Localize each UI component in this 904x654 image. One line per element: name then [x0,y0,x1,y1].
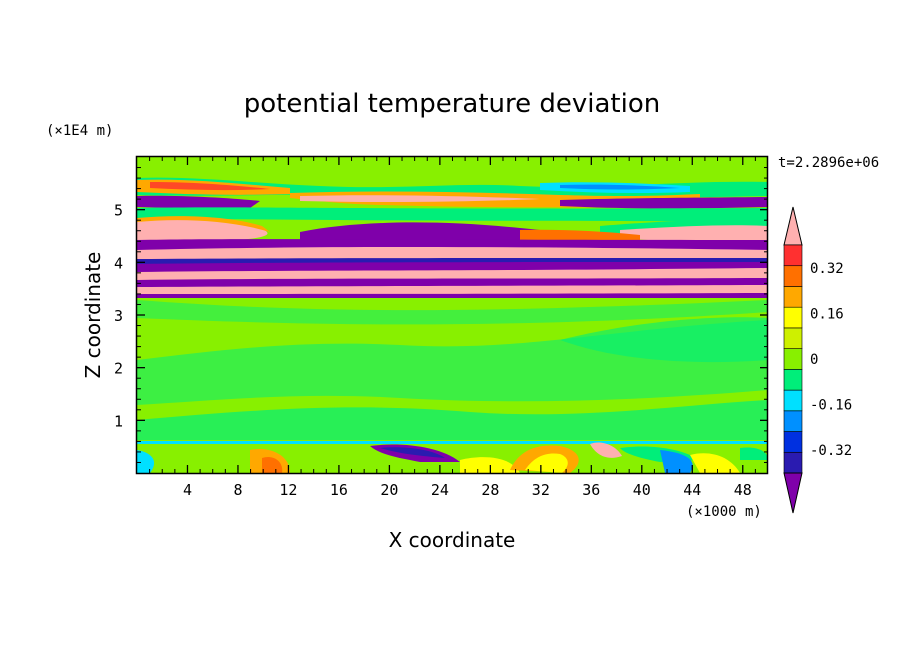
colorbar-segment [783,327,803,349]
colorbar-tick-label: -0.32 [810,443,852,459]
colorbar-segment [783,286,803,308]
contour-region [137,247,768,262]
contour-region [300,195,540,203]
x-tick-label: 48 [734,481,752,499]
x-tick-label: 36 [582,481,600,499]
chart-title: potential temperature deviation [244,89,660,119]
x-tick-label: 28 [481,481,499,499]
colorbar-segment [783,348,803,370]
contour-region [520,229,640,243]
contour-region [137,293,768,298]
colorbar-segment [783,306,803,329]
colorbar-segment [783,265,803,287]
x-tick-label: 16 [330,481,348,499]
x-axis-label: X coordinate [389,528,516,552]
colorbar-upper-extend [783,206,803,246]
contour-region [262,456,283,473]
contour-region [137,157,768,179]
x-tick-label: 4 [183,481,192,499]
x-tick-label: 32 [532,481,550,499]
colorbar-lower-extend [783,472,803,514]
contour-region [137,300,768,325]
colorbar-tick-label: 0.16 [810,306,844,322]
contour-region [660,450,693,473]
x-tick-label: 24 [431,481,449,499]
colorbar-segment [783,431,803,453]
contour-region [137,441,768,444]
contour-region [560,317,768,363]
contour-region [380,447,445,458]
plot-area [137,157,768,473]
contour-region [137,195,260,209]
colorbar-segment [783,389,803,412]
x-axis: 4 8 12 16 20 24 28 32 36 40 44 48 [149,157,756,499]
contour-region [560,184,680,190]
contour-region [137,450,155,473]
colorbar-segment [783,451,803,474]
x-tick-label: 40 [633,481,651,499]
colorbar-segment [783,369,803,391]
contour-region [525,453,568,473]
x-tick-label: 44 [683,481,701,499]
colorbar-segment [783,410,803,432]
y-unit-label: (×1E4 m) [46,123,113,139]
contour-region [740,447,768,460]
contour-region [137,400,768,440]
contour-region [137,207,768,222]
x-unit-label: (×1000 m) [686,504,762,520]
y-axis-label: Z coordinate [81,252,105,379]
colorbar-tick-label: 0.32 [810,261,844,277]
y-tick-label: 5 [114,202,123,220]
x-tick-label: 20 [380,481,398,499]
contour-region [620,225,768,242]
x-tick-label: 12 [279,481,297,499]
contour-region [137,285,768,296]
y-tick-label: 4 [114,254,123,272]
colorbar: 0.32 0.16 0 -0.16 -0.32 [783,206,852,514]
contour-region [690,453,740,473]
colorbar-segment [783,244,803,267]
x-tick-label: 8 [233,481,242,499]
time-label: t=2.2896e+06 [778,155,879,171]
colorbar-tick-label: -0.16 [810,398,852,414]
colorbar-tick-label: 0 [810,352,818,368]
y-axis: 1 2 3 4 5 [114,167,768,463]
y-tick-label: 2 [114,360,123,378]
contour-region [590,442,622,458]
y-tick-label: 3 [114,307,123,325]
y-tick-label: 1 [114,412,123,430]
contour-region [137,216,270,232]
contour-region [150,182,270,191]
contour-region [560,197,768,209]
